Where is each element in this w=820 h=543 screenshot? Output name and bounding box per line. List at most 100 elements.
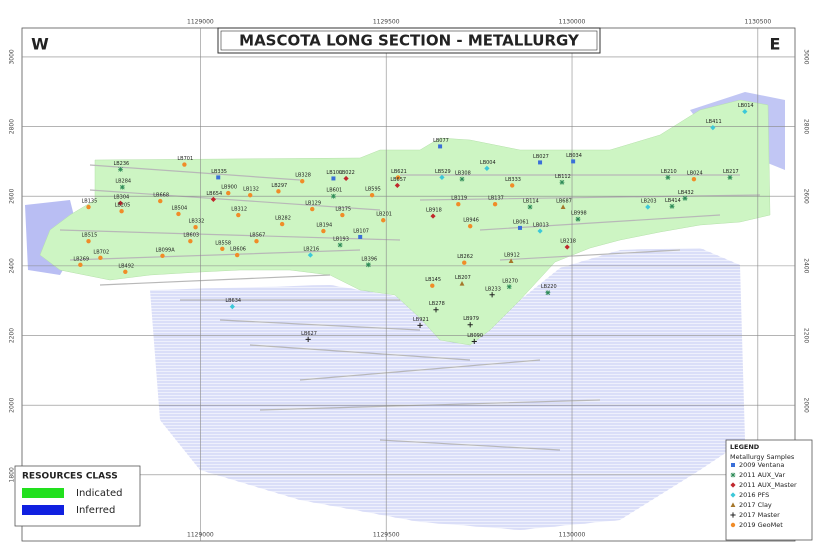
sample-marker (691, 176, 697, 182)
sample-marker (365, 262, 371, 268)
sample-marker (216, 175, 221, 180)
lower-zone (150, 248, 745, 530)
sample-marker (117, 200, 124, 206)
sample-label: LB201 (376, 212, 392, 218)
sample-marker (340, 212, 345, 218)
sample-label: LB332 (189, 219, 205, 225)
sample-marker (86, 204, 91, 210)
sample-label: LB027 (533, 154, 549, 160)
sample-marker (307, 252, 313, 258)
sample-marker (417, 322, 423, 329)
sample-marker (492, 202, 498, 207)
sample-label: LB090 (467, 333, 483, 339)
y-tick-label: 2200 (9, 328, 16, 343)
sample-label: LB335 (211, 169, 227, 175)
sample-label: LB432 (678, 190, 694, 196)
sample-label: LB304 (113, 195, 129, 201)
marker (730, 482, 736, 488)
sample-label: LB135 (82, 199, 98, 205)
sample-label: LB601 (326, 188, 342, 194)
indicated-zone (39, 99, 771, 346)
sample-label: LB137 (488, 196, 504, 202)
sample-label: LB218 (560, 239, 576, 245)
marker (730, 512, 736, 518)
sample-label: LB603 (183, 233, 199, 239)
sample-marker (226, 190, 231, 196)
sample-label: LB621 (391, 169, 407, 175)
sample-marker (459, 176, 465, 182)
x-tick-label: 1130500 (744, 19, 771, 26)
sample-label: LB210 (661, 169, 677, 175)
legend-label: 2011 AUX_Var (739, 471, 785, 479)
sample-label: LB411 (706, 119, 722, 125)
legend-label: 2017 Clay (739, 501, 772, 509)
resources-legend: RESOURCES CLASS Indicated Inferred (14, 465, 141, 527)
grid (22, 28, 795, 541)
sample-marker (665, 175, 671, 180)
sample-marker (489, 292, 495, 298)
sample-label: LB145 (425, 277, 441, 283)
y-tick-label: 2600 (803, 189, 810, 204)
title-box: MASCOTA LONG SECTION - METALLURGY (217, 27, 601, 54)
legend-label: 2016 PFS (739, 491, 769, 499)
sample-marker (78, 262, 83, 268)
marker (730, 492, 736, 498)
y-tick-label: 1800 (9, 467, 16, 482)
sample-marker (527, 204, 533, 210)
sample-label: LB308 (455, 171, 471, 177)
sample-marker (508, 258, 514, 263)
sample-label: LB558 (215, 240, 231, 246)
x-tick-label: 1129000 (187, 19, 214, 26)
sample-label: LB269 (73, 256, 89, 262)
sample-marker (337, 242, 343, 248)
sample-label: LB107 (353, 228, 369, 234)
marker (730, 502, 736, 507)
sample-marker (559, 179, 565, 185)
sample-label: LB282 (275, 216, 291, 222)
sample-label: LB114 (523, 199, 539, 205)
sample-marker (564, 244, 570, 250)
sample-label: LB112 (555, 174, 571, 180)
sample-label: LB595 (365, 187, 381, 193)
sample-marker (321, 228, 326, 234)
sample-marker (210, 196, 216, 202)
sample-marker (276, 189, 281, 194)
x-tick-label: 1129000 (187, 532, 214, 539)
sample-marker (279, 221, 285, 227)
sample-marker (236, 212, 241, 218)
sample-marker (123, 269, 128, 274)
sample-label: LB129 (305, 201, 321, 207)
sample-label: LB013 (533, 223, 549, 229)
sample-label: LB912 (504, 252, 520, 258)
sample-label: LB217 (723, 169, 739, 175)
y-tick-label: 3000 (803, 49, 810, 64)
y-tick-label: 2400 (9, 258, 16, 273)
y-tick-label: 3000 (9, 49, 16, 64)
resource-label: Inferred (76, 505, 115, 516)
sample-marker (300, 179, 305, 184)
sample-marker (727, 175, 733, 180)
legend-label: 2019 GeoMet (739, 521, 783, 529)
sample-marker (571, 159, 576, 164)
sample-marker (467, 322, 473, 328)
sample-label: LB606 (230, 247, 246, 253)
sample-marker (310, 206, 315, 212)
sample-label: LB014 (738, 103, 754, 109)
x-tick-label: 1129500 (373, 19, 400, 26)
sample-marker (118, 166, 123, 172)
sample-marker (343, 175, 349, 182)
sample-label: LB312 (231, 207, 247, 213)
legend-label: 2017 Master (739, 511, 780, 519)
resource-swatch (22, 505, 64, 515)
x-tick-label: 1130000 (559, 19, 586, 26)
sample-label: LB193 (333, 236, 349, 242)
x-tick-label: 1130000 (559, 532, 586, 539)
sample-label: LB034 (566, 153, 582, 159)
sample-label: LB132 (243, 187, 259, 193)
sample-label: LB099A (155, 247, 175, 253)
sample-label: LB900 (221, 185, 237, 191)
sample-marker (395, 175, 401, 180)
sample-label: LB077 (433, 138, 449, 144)
y-tick-label: 2600 (9, 188, 16, 203)
sample-label: LB024 (687, 171, 703, 177)
